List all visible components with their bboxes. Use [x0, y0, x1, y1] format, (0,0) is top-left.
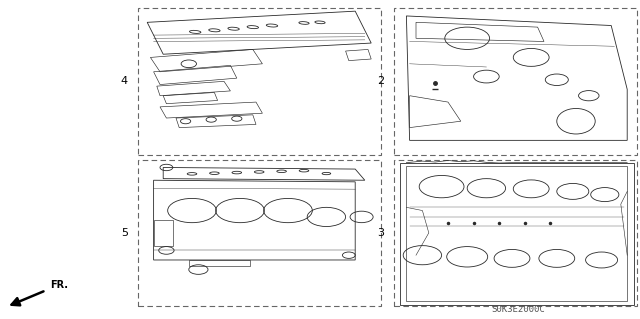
Text: 5: 5	[121, 228, 128, 238]
Text: S0K3E2000C: S0K3E2000C	[492, 305, 545, 314]
Text: 2: 2	[377, 76, 384, 86]
Text: 3: 3	[377, 228, 384, 238]
Text: 4: 4	[121, 76, 128, 86]
Text: FR.: FR.	[50, 280, 68, 290]
